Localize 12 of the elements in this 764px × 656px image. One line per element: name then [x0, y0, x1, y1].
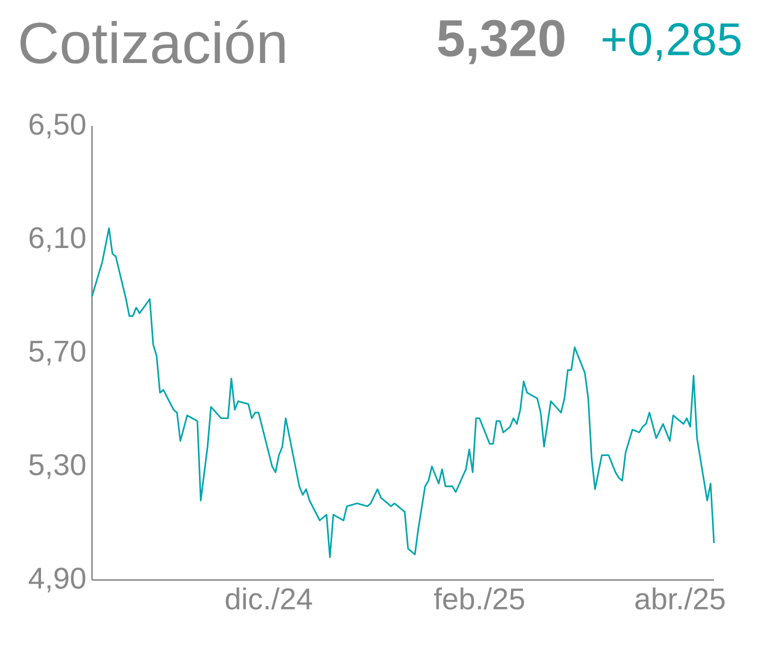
y-tick-label: 6,50	[30, 114, 86, 138]
x-tick-label: feb./25	[434, 588, 524, 610]
y-tick-label: 6,10	[30, 227, 86, 252]
chart-title: Cotización	[20, 20, 285, 64]
text: 5,320	[438, 20, 564, 64]
y-tick-label: 5,30	[29, 454, 86, 479]
x-tick-label: abr./25	[635, 588, 725, 610]
y-tick-label: 4,90	[28, 568, 86, 592]
x-tick-label: dic./24	[226, 588, 312, 610]
y-tick-label: 5,70	[29, 340, 86, 366]
line-series	[91, 227, 715, 558]
text: +0,285	[602, 22, 741, 61]
